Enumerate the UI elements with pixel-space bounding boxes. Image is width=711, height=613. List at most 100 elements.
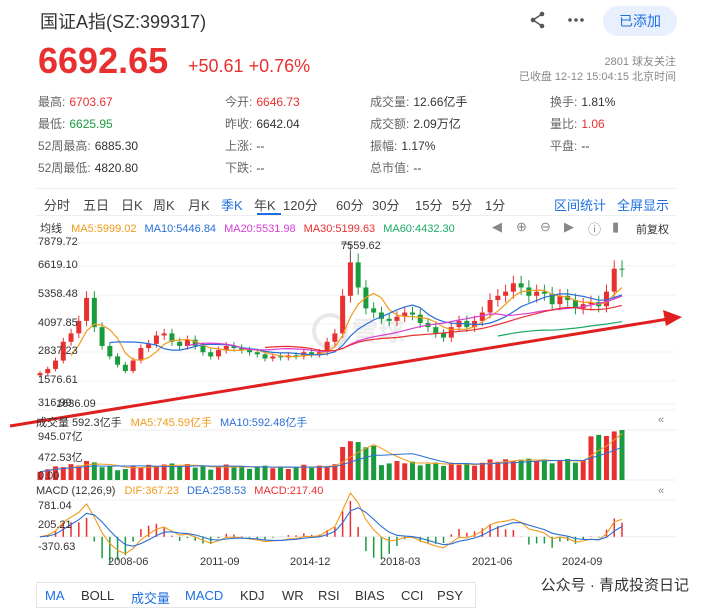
tab-12[interactable]: 1分 [485, 198, 506, 213]
volume-bar [208, 469, 214, 480]
candle-body [270, 356, 276, 359]
volume-bar [309, 467, 315, 480]
candle-body [130, 360, 136, 372]
indicator-tab-8[interactable]: CCI [401, 588, 424, 603]
volume-bar [534, 461, 540, 480]
stat-item: 振幅: 1.17% [370, 137, 435, 154]
tab-7[interactable]: 120分 [283, 198, 318, 213]
candle-body [262, 354, 268, 359]
stat-item: 最低: 6625.95 [38, 115, 113, 132]
volume-bar [503, 459, 509, 480]
tab-11[interactable]: 5分 [452, 198, 473, 213]
volume-bar [394, 461, 400, 480]
candle-body [572, 299, 578, 309]
zoom-in-icon[interactable]: ⊕ [516, 219, 527, 234]
indicator-tab-1[interactable]: BOLL [81, 588, 115, 603]
indicator-tab-9[interactable]: PSY [437, 588, 464, 603]
adjust-mode[interactable]: 前复权 [636, 224, 669, 236]
stat-value: 1.81% [581, 95, 616, 109]
indicator-tab-4[interactable]: KDJ [240, 588, 265, 603]
candle-body [45, 368, 51, 374]
candle-body [441, 333, 447, 338]
indicator-tab-2[interactable]: 成交量 [131, 591, 171, 606]
tab-0[interactable]: 分时 [44, 198, 71, 213]
candle-body [433, 327, 439, 334]
volume-collapse-icon[interactable]: « [658, 414, 665, 426]
volume-bar [363, 447, 369, 480]
legend-item: MA10:592.48亿手 [219, 417, 308, 429]
candle-body [37, 373, 43, 376]
tab-5[interactable]: 季K [221, 198, 243, 213]
stat-item: 最高: 6703.67 [38, 93, 113, 110]
candle-body [254, 352, 260, 355]
volume-bar [340, 446, 346, 480]
volume-bar [76, 465, 82, 480]
volume-bar [355, 442, 361, 480]
indicator-tab-7[interactable]: BIAS [355, 588, 385, 603]
volume-bar [417, 465, 423, 480]
ma-line [497, 321, 623, 337]
stat-value: 2.09万亿 [413, 117, 461, 131]
ma-legend-label: 均线 [40, 223, 62, 235]
stat-item: 量比: 1.06 [550, 115, 605, 132]
tab-2[interactable]: 日K [121, 198, 143, 213]
volume-bar [161, 464, 167, 480]
candle-body [417, 314, 423, 323]
tab-3[interactable]: 周K [153, 198, 175, 213]
macd-collapse-icon[interactable]: « [658, 485, 665, 497]
volume-bar [122, 469, 128, 480]
volume-bar [596, 434, 602, 480]
axis-label: 316.99 [38, 397, 72, 409]
candle-body [293, 355, 299, 357]
candle-body [565, 295, 571, 300]
candle-body [84, 297, 90, 321]
tab-10[interactable]: 15分 [415, 198, 443, 213]
candle-body [549, 293, 555, 305]
zoom-out-icon[interactable]: ⊖ [540, 219, 551, 234]
stat-label: 最低: [38, 117, 66, 131]
macd-label: MACD (12,26,9) [36, 485, 116, 497]
indicator-tabs: MA BOLL 成交量 MACD KDJ WR RSI BIAS CCI PSY [36, 582, 476, 608]
tab-4[interactable]: 月K [188, 198, 210, 213]
legend-item: MACD:217.40 [254, 485, 324, 497]
fullscreen-link[interactable]: 全屏显示 [617, 198, 670, 213]
indicator-tab-5[interactable]: WR [282, 588, 304, 603]
indicator-tab-3[interactable]: MACD [185, 588, 224, 603]
tab-6[interactable]: 年K [254, 198, 276, 213]
candle-body [60, 341, 66, 361]
candle-body [479, 312, 485, 321]
volume-bar [146, 464, 152, 480]
trend-arrow-head [663, 310, 682, 326]
tab-9[interactable]: 30分 [372, 198, 400, 213]
move-left-icon[interactable]: ◀ [492, 219, 502, 234]
volume-bar [270, 468, 276, 480]
candle-body [122, 364, 128, 372]
candle-body [386, 318, 392, 321]
share-icon[interactable] [528, 10, 548, 30]
stat-label: 今开: [225, 95, 253, 109]
move-right-icon[interactable]: ▶ [564, 219, 574, 234]
candle-body [316, 352, 322, 355]
tab-8[interactable]: 60分 [336, 198, 364, 213]
tab-1[interactable]: 五日 [83, 198, 110, 213]
info-icon[interactable]: ⓘ [588, 222, 602, 237]
volume-bar [301, 464, 307, 480]
indicator-tab-0[interactable]: MA [45, 588, 65, 603]
candle-body [324, 341, 330, 353]
volume-bars [37, 430, 625, 480]
candle-body [340, 295, 346, 334]
kline-chart[interactable]: 雪球 [0, 230, 711, 580]
change-percent: +0.76% [248, 56, 311, 76]
more-icon[interactable] [566, 10, 586, 30]
indicator-tab-6[interactable]: RSI [318, 588, 340, 603]
volume-bar [572, 462, 578, 480]
volume-legend: 成交量 592.3亿手 MA5:745.59亿手 MA10:592.48亿手 [36, 414, 315, 430]
candle-body [76, 320, 82, 334]
volume-bar [347, 441, 353, 480]
volume-bar [510, 461, 516, 480]
range-stats-link[interactable]: 区间统计 [554, 198, 607, 213]
candle-body [53, 360, 59, 369]
added-button[interactable]: 已添加 [603, 6, 677, 36]
scroll-handle-icon[interactable]: ▮ [612, 219, 620, 234]
stat-value: -- [581, 139, 590, 153]
